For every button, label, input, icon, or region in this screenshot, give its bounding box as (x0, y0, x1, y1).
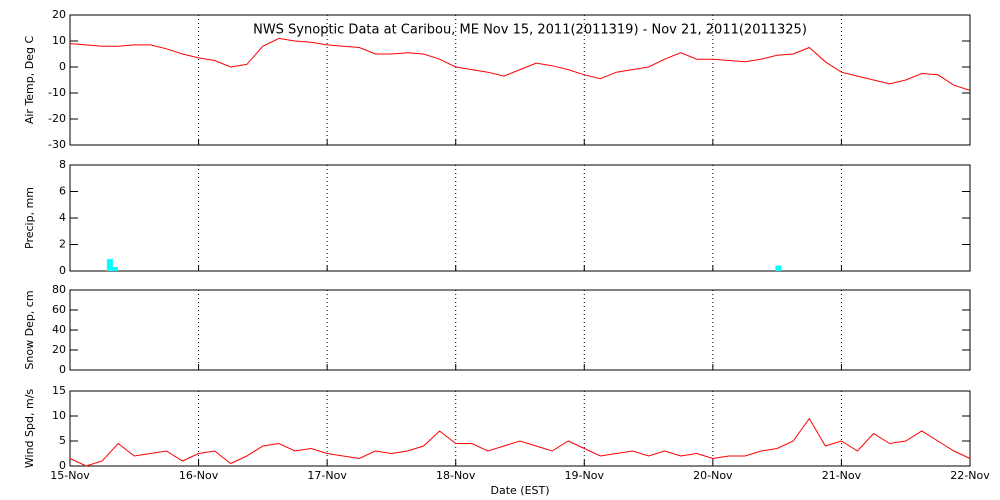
panel-frame (69, 390, 971, 467)
x-tick-label: 20-Nov (693, 469, 733, 482)
y-axis-label: Air Temp, Deg C (23, 36, 36, 125)
y-tick-label: 0 (59, 60, 66, 73)
y-tick-label: -20 (48, 112, 66, 125)
y-tick-label: -30 (48, 138, 66, 151)
y-axis-label: Wind Spd, m/s (23, 389, 36, 469)
y-tick-label: -10 (48, 86, 66, 99)
bar (775, 265, 782, 271)
y-tick-label: 10 (52, 409, 66, 422)
y-tick-label: 15 (52, 384, 66, 397)
x-tick-label: 18-Nov (436, 469, 476, 482)
y-tick-label: 80 (52, 283, 66, 296)
y-axis-label: Precip, mm (23, 187, 36, 249)
x-tick-label: 19-Nov (565, 469, 605, 482)
y-tick-label: 60 (52, 303, 66, 316)
y-tick-label: 4 (59, 211, 66, 224)
y-tick-label: 0 (59, 363, 66, 376)
y-axis-label: Snow Dep, cm (23, 290, 36, 369)
y-tick-label: 20 (52, 343, 66, 356)
chart-title: NWS Synoptic Data at Caribou, ME Nov 15,… (253, 23, 807, 38)
y-tick-label: 6 (59, 185, 66, 198)
x-tick-label: 17-Nov (307, 469, 347, 482)
panel-frame (69, 14, 971, 146)
bar (106, 259, 113, 271)
y-tick-label: 8 (59, 158, 66, 171)
bar (112, 267, 118, 271)
x-tick-label: 22-Nov (950, 469, 990, 482)
x-axis-label: Date (EST) (490, 484, 549, 497)
x-tick-label: 15-Nov (50, 469, 90, 482)
data-line (69, 417, 971, 467)
panel-frame (69, 289, 971, 371)
y-tick-label: 40 (52, 323, 66, 336)
x-tick-label: 16-Nov (179, 469, 219, 482)
panel-frame (69, 164, 971, 272)
y-tick-label: 5 (59, 434, 66, 447)
y-tick-label: 2 (59, 238, 66, 251)
y-tick-label: 0 (59, 459, 66, 472)
data-line (69, 37, 971, 91)
y-tick-label: 20 (52, 8, 66, 21)
y-tick-label: 10 (52, 34, 66, 47)
x-tick-label: 21-Nov (822, 469, 862, 482)
y-tick-label: 0 (59, 264, 66, 277)
